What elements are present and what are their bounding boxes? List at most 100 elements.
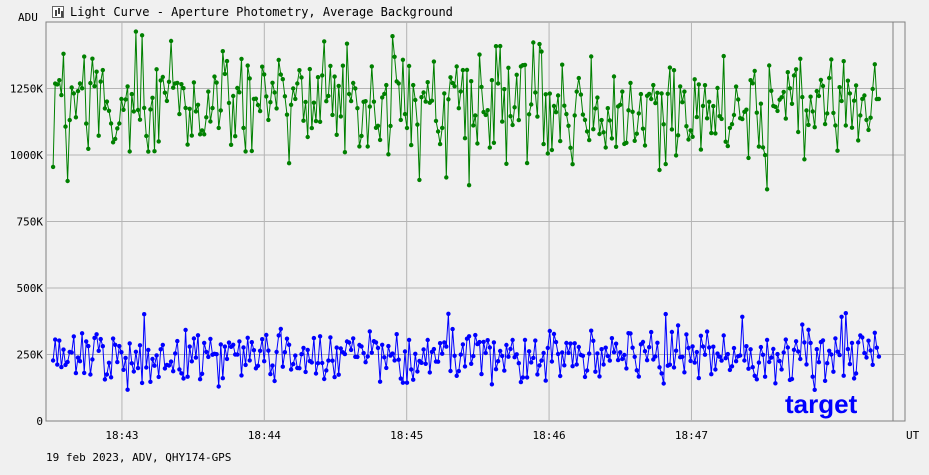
data-point xyxy=(587,137,592,143)
data-point xyxy=(560,62,565,67)
data-point xyxy=(555,351,561,357)
data-point xyxy=(506,65,511,71)
data-point xyxy=(471,353,476,359)
data-point xyxy=(158,347,163,352)
data-point xyxy=(655,340,660,345)
data-point xyxy=(427,370,432,375)
data-point xyxy=(572,341,577,346)
data-point xyxy=(377,379,383,384)
data-point xyxy=(224,356,230,362)
data-point xyxy=(121,367,126,372)
data-point xyxy=(558,138,563,144)
data-point xyxy=(675,323,681,328)
data-point xyxy=(564,340,569,346)
data-point xyxy=(733,84,739,89)
data-point xyxy=(336,372,341,377)
data-point xyxy=(798,56,803,61)
data-point xyxy=(450,326,455,332)
data-point xyxy=(493,367,499,372)
data-point xyxy=(183,105,188,111)
data-point xyxy=(222,71,228,77)
data-point xyxy=(92,335,97,341)
data-point xyxy=(862,350,867,356)
data-point xyxy=(498,348,503,354)
data-point xyxy=(150,95,155,101)
data-point xyxy=(131,369,136,374)
data-point xyxy=(818,77,824,83)
data-point xyxy=(589,328,594,333)
data-point xyxy=(394,332,399,337)
data-point xyxy=(773,104,778,110)
data-point xyxy=(504,342,509,348)
data-point xyxy=(762,152,768,158)
data-point xyxy=(856,138,861,143)
data-point xyxy=(77,81,83,86)
data-point xyxy=(624,140,629,145)
data-point xyxy=(620,89,625,94)
data-point xyxy=(620,356,625,362)
data-point xyxy=(208,119,213,124)
data-point xyxy=(820,83,826,89)
data-point xyxy=(288,367,294,372)
data-point xyxy=(839,98,844,104)
data-point xyxy=(235,85,240,91)
data-point xyxy=(148,107,153,112)
data-point xyxy=(88,372,93,377)
data-point xyxy=(537,41,542,47)
data-point xyxy=(384,365,389,371)
data-point xyxy=(615,357,621,363)
data-point xyxy=(320,73,325,78)
data-point xyxy=(783,116,788,121)
data-point xyxy=(692,360,697,365)
data-point xyxy=(280,77,285,82)
data-point xyxy=(595,351,600,356)
data-point xyxy=(547,91,552,96)
data-point xyxy=(471,123,476,128)
data-point xyxy=(431,346,437,352)
data-point xyxy=(777,358,782,364)
data-point xyxy=(355,106,360,111)
data-point xyxy=(144,133,149,139)
data-point xyxy=(816,93,822,99)
data-point xyxy=(421,90,426,95)
data-point xyxy=(704,329,710,334)
data-point xyxy=(793,339,799,344)
data-point xyxy=(853,371,859,376)
data-point xyxy=(247,358,252,363)
data-point xyxy=(618,102,623,108)
data-point xyxy=(702,83,708,88)
data-point xyxy=(98,336,103,342)
data-point xyxy=(191,80,197,85)
data-point xyxy=(100,344,106,349)
data-point xyxy=(297,366,302,371)
data-point xyxy=(303,99,308,105)
data-point xyxy=(429,98,435,103)
data-point xyxy=(214,352,219,357)
data-point xyxy=(851,98,857,103)
data-point xyxy=(121,107,126,113)
data-point xyxy=(537,363,542,368)
data-point xyxy=(562,103,567,108)
data-point xyxy=(390,34,395,39)
data-point xyxy=(197,377,203,382)
data-point xyxy=(183,327,188,333)
data-point xyxy=(139,33,145,38)
data-point xyxy=(96,348,101,353)
data-point xyxy=(57,78,62,83)
data-point xyxy=(566,123,571,128)
data-point xyxy=(187,106,192,112)
data-point xyxy=(106,360,112,365)
data-point xyxy=(231,93,236,99)
data-point xyxy=(171,369,176,374)
data-point xyxy=(328,335,333,340)
data-point xyxy=(415,369,420,374)
data-point xyxy=(524,375,530,380)
data-point xyxy=(806,122,811,128)
data-point xyxy=(338,346,343,351)
data-point xyxy=(593,106,598,111)
data-point xyxy=(462,136,468,141)
data-point xyxy=(684,124,689,129)
data-point xyxy=(299,352,304,357)
data-point xyxy=(775,351,780,357)
data-point xyxy=(462,364,468,369)
